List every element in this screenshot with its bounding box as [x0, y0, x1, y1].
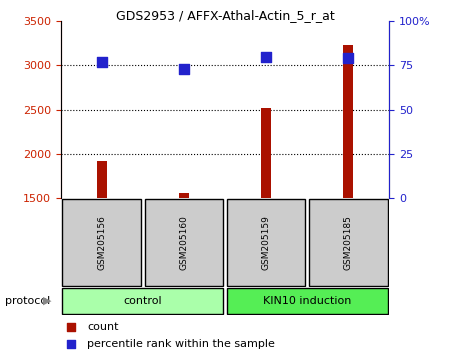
Bar [97, 161, 107, 198]
Bar [309, 199, 387, 286]
Text: GSM205160: GSM205160 [180, 215, 189, 270]
Bar [144, 199, 223, 286]
Point [67, 341, 74, 347]
Bar [343, 45, 353, 198]
Bar [179, 193, 189, 198]
Text: GSM205185: GSM205185 [344, 215, 353, 270]
Point [98, 59, 105, 65]
Text: count: count [87, 321, 118, 332]
Text: KIN10 induction: KIN10 induction [263, 296, 351, 306]
Bar [227, 199, 306, 286]
Point [67, 324, 74, 329]
Bar [227, 288, 387, 314]
Text: GDS2953 / AFFX-Athal-Actin_5_r_at: GDS2953 / AFFX-Athal-Actin_5_r_at [116, 9, 334, 22]
Text: GSM205156: GSM205156 [97, 215, 106, 270]
Text: control: control [124, 296, 162, 306]
Point [345, 56, 352, 61]
Text: protocol: protocol [4, 296, 50, 306]
Point [262, 54, 270, 59]
Text: percentile rank within the sample: percentile rank within the sample [87, 339, 275, 349]
Bar [261, 108, 271, 198]
Text: GSM205159: GSM205159 [261, 215, 270, 270]
Text: ▶: ▶ [43, 296, 51, 306]
Point [180, 66, 188, 72]
Bar [63, 288, 223, 314]
Bar [63, 199, 141, 286]
